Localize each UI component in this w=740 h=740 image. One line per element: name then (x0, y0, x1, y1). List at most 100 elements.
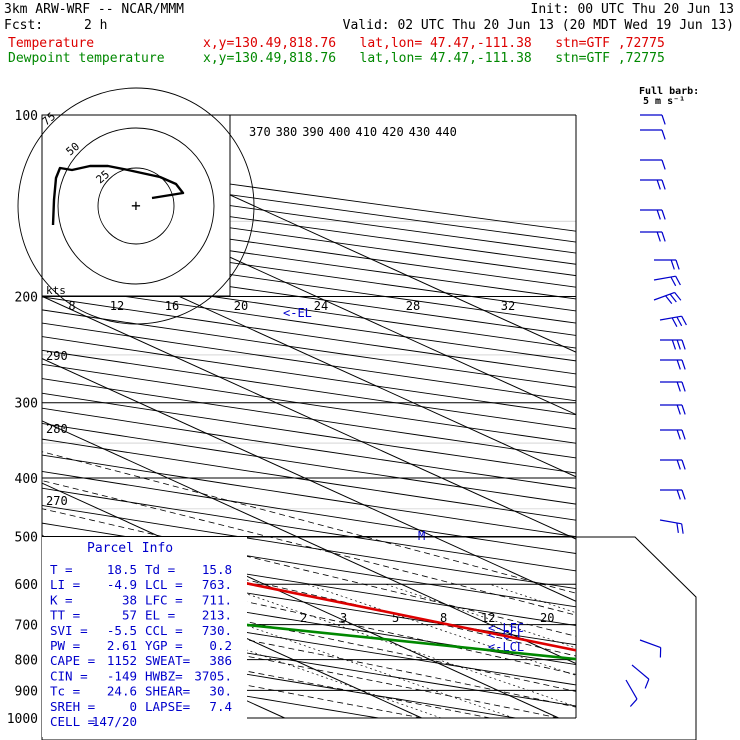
dry-adiabat (42, 296, 576, 375)
barb-staff (631, 664, 650, 680)
barb-flag (674, 292, 682, 301)
dewpoint-location: x,y=130.49,818.76 lat,lon= 47.47,-111.38… (203, 51, 665, 66)
parcel-key: HWBZ= (145, 668, 183, 683)
init-time: Init: 00 UTC Thu 20 Jun 13 (530, 2, 735, 17)
pressure-label-300: 300 (15, 397, 38, 412)
hodograph-tick-label: 8 (68, 299, 75, 313)
hodograph-center: + (131, 196, 141, 215)
parcel-value: 147/20 (92, 714, 137, 729)
barb-flag (665, 295, 673, 304)
barb-flag (629, 698, 638, 707)
dry-adiabat (42, 309, 576, 388)
parcel-value: 7.4 (209, 699, 232, 714)
barb-flag (681, 429, 686, 440)
barb-flag (681, 359, 686, 370)
parcel-value: 1152 (107, 653, 137, 668)
theta-label: 410 (355, 125, 377, 139)
barb-flag (681, 523, 684, 534)
parcel-title: Parcel Info (87, 541, 173, 556)
dry-adiabat (42, 336, 576, 416)
dry-adiabat (42, 618, 576, 707)
mixing-ratio-label: 20 (540, 611, 554, 625)
barb-flag (671, 339, 677, 350)
theta-label: 420 (382, 125, 404, 139)
parcel-key: CCL = (145, 623, 183, 638)
barb-staff (659, 315, 682, 321)
barb-flag (670, 276, 677, 287)
dry-adiabat (42, 349, 576, 430)
wind-barb (653, 291, 682, 304)
temperature-location: x,y=130.49,818.76 lat,lon= 47.47,-111.38… (203, 36, 665, 51)
barb-flag (676, 522, 679, 533)
isotherm-line (42, 482, 559, 719)
wind-barb (639, 639, 662, 658)
parcel-value: 711. (202, 592, 232, 607)
hodograph-tick-label: 16 (165, 299, 179, 313)
hodograph-ring (57, 127, 215, 285)
level-annotation: <-EL (283, 306, 312, 320)
theta-label: 430 (409, 125, 431, 139)
barb-flag (676, 359, 681, 370)
mixing-ratio-line (385, 583, 576, 649)
pressure-label-100: 100 (15, 109, 38, 124)
barb-flag (681, 339, 686, 350)
theta-label: 390 (302, 125, 324, 139)
level-annotation: <-LFC (488, 621, 524, 635)
mixing-ratio-line (218, 583, 576, 707)
theta-label: 270 (46, 494, 68, 508)
parcel-key: SVI = (50, 623, 88, 638)
mixing-ratio-line (127, 583, 514, 719)
barb-staff (659, 519, 682, 525)
dewpoint-profile (42, 563, 576, 661)
wind-barb (625, 679, 638, 707)
level-annotation: M (418, 529, 425, 543)
moist-adiabat (42, 617, 559, 719)
barb-flag (644, 678, 650, 689)
barb-flag (681, 459, 686, 470)
theta-label: 380 (276, 125, 298, 139)
pressure-label-500: 500 (15, 530, 38, 545)
theta-label: 440 (435, 125, 457, 139)
theta-label: 370 (249, 125, 271, 139)
barb-flag (681, 404, 686, 415)
pressure-label-800: 800 (15, 654, 38, 669)
barb-flag (656, 231, 661, 242)
isotherm-line (42, 233, 576, 478)
wind-barb (660, 404, 686, 415)
forecast-label: Fcst: (4, 18, 44, 33)
wind-barb (660, 359, 686, 370)
parcel-key: EL = (145, 608, 175, 623)
theta-label: 280 (46, 422, 68, 436)
mixing-ratio-line (489, 583, 576, 614)
parcel-key: Tc = (50, 684, 80, 699)
wind-barb (660, 489, 686, 500)
barb-staff (625, 679, 638, 700)
barb-flag (661, 159, 666, 170)
wind-barb (660, 381, 686, 392)
theta-label: 400 (329, 125, 351, 139)
wind-barb (640, 179, 666, 190)
barb-flag (676, 404, 681, 415)
hodograph-tick-label: 28 (406, 299, 420, 313)
wind-barb (660, 429, 686, 440)
parcel-value: 213. (202, 608, 232, 623)
barb-flag (670, 259, 675, 270)
isotherm-line (0, 115, 11, 718)
barb-flag (669, 293, 677, 303)
wind-barb (640, 231, 666, 242)
parcel-key: SHEAR= (145, 684, 190, 699)
isotherm-line (53, 115, 576, 353)
parcel-value: 57 (122, 608, 137, 623)
parcel-key: YGP = (145, 638, 183, 653)
valid-time: Valid: 02 UTC Thu 20 Jun 13 (20 MDT Wed … (342, 18, 734, 33)
parcel-value: -4.9 (107, 577, 137, 592)
barb-flag (661, 231, 666, 242)
wind-barb (659, 315, 687, 327)
mixing-ratio-line (575, 583, 576, 585)
parcel-key: SWEAT= (145, 653, 190, 668)
barb-flag (676, 339, 681, 350)
pressure-label-1000: 1000 (7, 712, 38, 727)
parcel-key: SREH = (50, 699, 95, 714)
hodograph-unit: kts (46, 284, 66, 297)
